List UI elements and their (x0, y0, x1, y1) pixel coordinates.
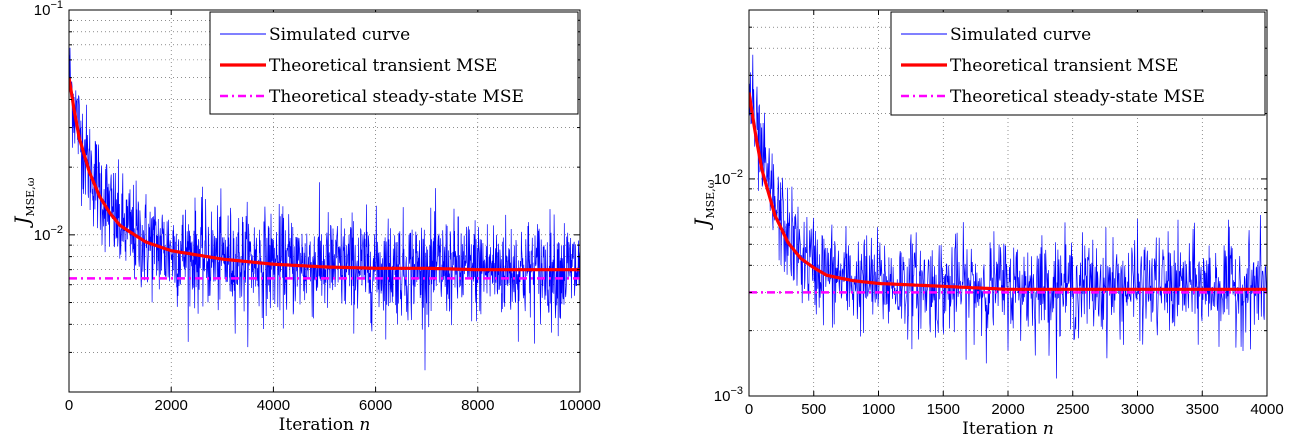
legend-label: Simulated curve (950, 25, 1091, 45)
series-simulated-curve (749, 54, 1267, 379)
chart-2: 0 500 1000 1500 2000 2500 3000 3500 400010−210−3… (690, 9, 1284, 439)
chart-1: 0 2000 4000 6000 8000 1000010−110−2Iteration … (10, 0, 601, 435)
series-transient (749, 92, 1267, 291)
y-axis-label: JMSE,ω (690, 179, 717, 230)
x-axis-label-var: n (359, 415, 370, 435)
x-tick-label: 0 (65, 397, 73, 414)
y-tick-exp: −1 (50, 0, 63, 11)
x-tick-label: 1500 (927, 401, 960, 418)
y-tick-label: 10−2 (34, 224, 63, 244)
x-axis-label-var: n (1043, 419, 1054, 439)
x-tick-label: 10000 (559, 397, 601, 414)
y-tick-base: 10 (714, 388, 731, 405)
legend-label: Theoretical transient MSE (269, 56, 497, 76)
x-axis-label-text: Iteration (279, 415, 360, 435)
y-tick-base: 10 (34, 227, 51, 244)
legend: Simulated curve Theoretical transient MSE… (209, 11, 579, 115)
y-axis-label-main: J (690, 218, 714, 231)
x-tick-label: 6000 (359, 397, 392, 414)
legend-label: Theoretical steady-state MSE (269, 87, 524, 107)
y-axis-label-sub: MSE,ω (24, 177, 37, 216)
x-tick-label: 4000 (257, 397, 290, 414)
x-tick-label: 3000 (1121, 401, 1154, 418)
y-axis-label-main: J (10, 216, 34, 229)
x-axis-label-text: Iteration (962, 419, 1043, 439)
y-tick-label: 10−3 (714, 385, 743, 405)
y-tick-exp: −3 (730, 385, 743, 397)
x-axis-label: Iteration n (962, 419, 1054, 439)
legend-box (890, 11, 1266, 116)
x-tick-label: 2000 (991, 401, 1024, 418)
x-tick-label: 500 (801, 401, 826, 418)
legend-label: Simulated curve (269, 25, 410, 45)
x-axis-label: Iteration n (279, 415, 371, 435)
legend-box (209, 11, 579, 115)
legend: Simulated curve Theoretical transient MSE… (890, 11, 1266, 116)
x-tick-label: 2500 (1056, 401, 1089, 418)
x-tick-label: 0 (745, 401, 753, 418)
series-simulated-curve (69, 47, 580, 371)
y-tick-base: 10 (34, 2, 51, 19)
legend-label: Theoretical steady-state MSE (950, 87, 1205, 107)
series-transient (69, 77, 580, 272)
y-axis-label-sub: MSE,ω (704, 179, 717, 218)
x-tick-label: 4000 (1250, 401, 1283, 418)
y-tick-label: 10−2 (714, 168, 743, 188)
y-tick-exp: −2 (50, 224, 63, 236)
x-tick-label: 2000 (155, 397, 188, 414)
y-tick-label: 10−1 (34, 0, 63, 19)
x-tick-label: 8000 (461, 397, 494, 414)
y-tick-base: 10 (714, 171, 731, 188)
x-tick-label: 1000 (862, 401, 895, 418)
y-tick-exp: −2 (730, 168, 743, 180)
y-axis-label: JMSE,ω (10, 177, 37, 228)
x-tick-label: 3500 (1186, 401, 1219, 418)
plot-frame (68, 9, 581, 393)
legend-label: Theoretical transient MSE (950, 56, 1178, 76)
